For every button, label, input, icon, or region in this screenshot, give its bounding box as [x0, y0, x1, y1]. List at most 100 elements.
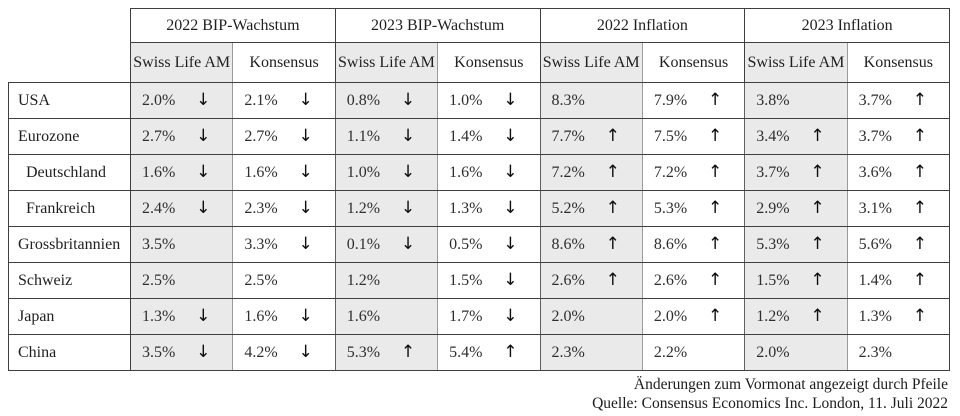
trend-up-icon: ↑: [912, 162, 927, 182]
cell-content: 7.2% ↑: [643, 164, 744, 182]
cell-value: 1.4%: [449, 127, 483, 145]
trend-up-icon: ↑: [912, 90, 927, 110]
trend-down-icon: ↓: [503, 162, 518, 182]
cell-value: 0.5%: [449, 235, 483, 253]
cell-value: 3.3%: [244, 235, 278, 253]
forecast-cell: 5.4% ↑: [437, 334, 540, 371]
cell-value: 0.8%: [346, 91, 381, 109]
table-row: Japan 1.3% ↓ 1.6% ↓ 1.6% 1.7% ↓ 2.0% 2.0% ↑ 1.2% ↑ 1.…: [8, 298, 951, 335]
cell-content: 2.0% ↑: [643, 308, 744, 326]
forecast-table-wrap: 2022 BIP-Wachstum 2023 BIP-Wachstum 2022…: [8, 8, 951, 371]
trend-up-icon: ↑: [605, 198, 620, 218]
group-header-2023-bip: 2023 BIP-Wachstum: [334, 8, 541, 43]
forecast-cell: 1.4% ↑: [846, 262, 951, 299]
forecast-cell: 7.5% ↑: [641, 118, 745, 155]
cell-value: 2.1%: [244, 91, 278, 109]
cell-content: 2.6% ↑: [541, 272, 642, 290]
cell-content: 1.7% ↓: [438, 308, 539, 326]
forecast-cell: 2.0% ↑: [641, 298, 745, 335]
cell-value: 2.0%: [142, 91, 176, 109]
trend-down-icon: ↓: [400, 198, 416, 218]
trend-down-icon: ↓: [298, 198, 313, 218]
group-header-2022-bip: 2022 BIP-Wachstum: [130, 8, 336, 43]
cell-content: 1.3% ↓: [131, 308, 232, 326]
trend-up-icon: ↑: [810, 162, 825, 182]
table-row: USA 2.0% ↓ 2.1% ↓ 0.8% ↓ 1.0% ↓ 8.3% 7.9% ↑ 3.8% 3.7%…: [8, 82, 951, 119]
cell-content: 1.3% ↑: [848, 308, 949, 326]
cell-value: 8.6%: [653, 235, 688, 253]
cell-content: 1.2% ↓: [336, 200, 437, 218]
cell-value: 3.6%: [858, 163, 892, 181]
forecast-cell: 1.6%: [334, 298, 438, 335]
forecast-cell: 1.6% ↓: [232, 298, 336, 335]
sub-header-row: Swiss Life AM Konsensus Swiss Life AM Ko…: [9, 42, 951, 83]
trend-down-icon: ↓: [503, 306, 518, 326]
cell-value: 2.9%: [756, 199, 790, 217]
forecast-cell: 3.5%: [129, 226, 233, 263]
cell-content: 2.4% ↓: [131, 200, 232, 218]
forecast-cell: 3.7% ↑: [846, 118, 951, 155]
forecast-cell: 2.1% ↓: [232, 82, 336, 119]
cell-content: 2.6% ↑: [643, 272, 744, 290]
trend-up-icon: ↑: [810, 126, 825, 146]
table-row: Deutschland 1.6% ↓ 1.6% ↓ 1.0% ↓ 1.6% ↓ 7.2% ↑ 7.2%…: [8, 154, 951, 191]
forecast-cell: 0.1% ↓: [334, 226, 438, 263]
cell-value: 2.3%: [244, 199, 278, 217]
forecast-cell: 5.2% ↑: [539, 190, 643, 227]
corner-cell: [9, 9, 131, 83]
forecast-cell: 3.6% ↑: [846, 154, 951, 191]
trend-up-icon: ↑: [708, 198, 723, 218]
cell-value: 3.7%: [756, 163, 790, 181]
trend-up-icon: ↑: [912, 198, 927, 218]
forecast-cell: 2.3%: [846, 334, 951, 371]
subheader-swiss-life-am: Swiss Life AM: [539, 42, 643, 83]
table-row: Frankreich 2.4% ↓ 2.3% ↓ 1.2% ↓ 1.3% ↓ 5.2% ↑ 5.3% ↑…: [8, 190, 951, 227]
subheader-konsensus: Konsensus: [232, 42, 336, 83]
forecast-cell: 3.4% ↑: [744, 118, 848, 155]
cell-content: 3.5% ↓: [131, 344, 232, 362]
subheader-konsensus: Konsensus: [641, 42, 745, 83]
trend-up-icon: ↑: [708, 90, 723, 110]
cell-content: 2.3%: [848, 344, 949, 362]
trend-down-icon: ↓: [503, 126, 518, 146]
footnote-arrows-note: Änderungen zum Vormonat angezeigt durch …: [633, 376, 948, 393]
row-label: Japan: [8, 298, 131, 335]
forecast-cell: 3.7% ↑: [846, 82, 951, 119]
cell-content: 1.6% ↓: [233, 308, 334, 326]
group-header-2023-inflation: 2023 Inflation: [744, 8, 950, 43]
cell-value: 5.4%: [449, 343, 483, 361]
forecast-cell: 7.7% ↑: [539, 118, 643, 155]
forecast-cell: 0.5% ↓: [437, 226, 540, 263]
trend-down-icon: ↓: [298, 234, 313, 254]
forecast-cell: 1.0% ↓: [334, 154, 438, 191]
table-row: Grossbritannien 3.5% 3.3% ↓ 0.1% ↓ 0.5% ↓ 8.6% ↑ 8…: [8, 226, 951, 263]
trend-down-icon: ↓: [503, 90, 518, 110]
trend-down-icon: ↓: [400, 126, 416, 146]
cell-content: 1.6% ↓: [131, 164, 232, 182]
cell-content: 1.4% ↑: [848, 272, 949, 290]
forecast-cell: 2.0% ↓: [129, 82, 233, 119]
cell-content: 1.0% ↓: [336, 164, 437, 182]
trend-down-icon: ↓: [196, 126, 211, 146]
cell-value: 8.3%: [551, 91, 585, 109]
forecast-cell: 8.3%: [539, 82, 643, 119]
trend-up-icon: ↑: [912, 306, 927, 326]
trend-down-icon: ↓: [298, 342, 313, 362]
cell-content: 3.1% ↑: [848, 200, 949, 218]
cell-content: 0.8% ↓: [336, 92, 437, 110]
cell-content: 1.2% ↑: [745, 308, 846, 326]
forecast-cell: 1.1% ↓: [334, 118, 438, 155]
trend-up-icon: ↑: [503, 342, 518, 362]
cell-content: 1.2%: [336, 272, 437, 290]
cell-content: 5.2% ↑: [541, 200, 642, 218]
cell-content: 2.0%: [541, 308, 642, 326]
cell-value: 2.5%: [142, 271, 176, 289]
forecast-cell: 2.9% ↑: [744, 190, 848, 227]
trend-down-icon: ↓: [298, 162, 313, 182]
forecast-cell: 7.2% ↑: [539, 154, 643, 191]
cell-content: 3.8%: [745, 92, 846, 110]
row-label: Schweiz: [8, 262, 131, 299]
cell-value: 1.5%: [449, 271, 483, 289]
cell-value: 2.6%: [551, 271, 585, 289]
cell-value: 1.5%: [756, 271, 790, 289]
